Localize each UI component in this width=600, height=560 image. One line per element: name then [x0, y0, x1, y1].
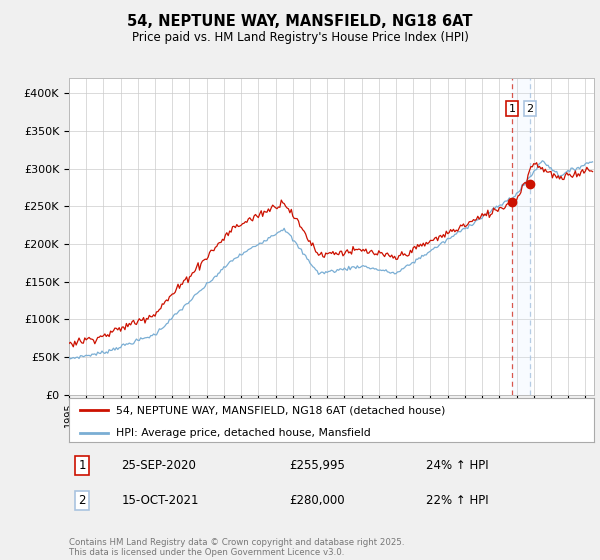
Text: £255,995: £255,995 [290, 459, 346, 472]
Text: 54, NEPTUNE WAY, MANSFIELD, NG18 6AT (detached house): 54, NEPTUNE WAY, MANSFIELD, NG18 6AT (de… [116, 405, 446, 415]
Text: 24% ↑ HPI: 24% ↑ HPI [426, 459, 488, 472]
Text: 54, NEPTUNE WAY, MANSFIELD, NG18 6AT: 54, NEPTUNE WAY, MANSFIELD, NG18 6AT [127, 14, 473, 29]
Text: Price paid vs. HM Land Registry's House Price Index (HPI): Price paid vs. HM Land Registry's House … [131, 31, 469, 44]
Text: £280,000: £280,000 [290, 494, 345, 507]
Text: 2: 2 [527, 104, 534, 114]
Text: 2: 2 [79, 494, 86, 507]
Text: 22% ↑ HPI: 22% ↑ HPI [426, 494, 488, 507]
Text: 1: 1 [79, 459, 86, 472]
Text: HPI: Average price, detached house, Mansfield: HPI: Average price, detached house, Mans… [116, 427, 371, 437]
Text: 25-SEP-2020: 25-SEP-2020 [121, 459, 196, 472]
Text: 15-OCT-2021: 15-OCT-2021 [121, 494, 199, 507]
Text: Contains HM Land Registry data © Crown copyright and database right 2025.
This d: Contains HM Land Registry data © Crown c… [69, 538, 404, 557]
Text: 1: 1 [508, 104, 515, 114]
Bar [512, 78, 530, 395]
